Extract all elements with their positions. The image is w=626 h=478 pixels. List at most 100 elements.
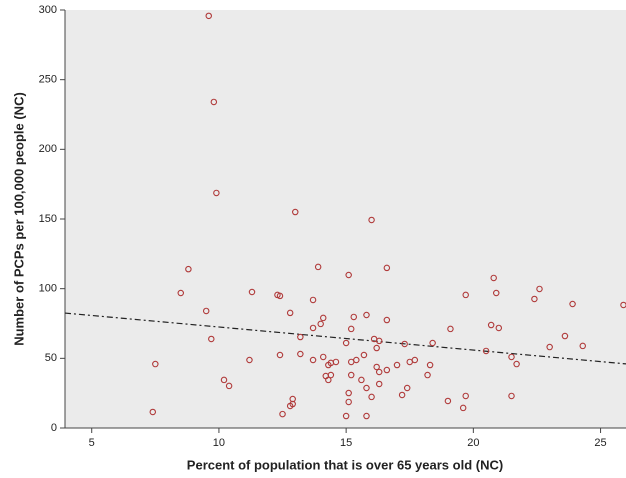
y-tick-label: 200 (39, 143, 57, 155)
x-tick-label: 5 (89, 437, 95, 449)
point (447, 325, 454, 333)
point (309, 296, 317, 304)
point (363, 311, 370, 319)
trend-line (64, 312, 626, 365)
point (319, 353, 327, 361)
point (373, 344, 380, 352)
point (309, 324, 317, 332)
point (375, 337, 383, 345)
y-tick-label: 50 (45, 352, 57, 364)
x-tick-label: 25 (594, 437, 606, 449)
point (297, 350, 304, 358)
point (276, 351, 284, 359)
point (393, 361, 401, 369)
point (325, 376, 332, 384)
point (319, 314, 327, 322)
point (462, 392, 469, 400)
y-tick-label: 250 (39, 74, 57, 86)
point (210, 98, 218, 106)
point (482, 347, 490, 355)
point (342, 339, 350, 347)
point (248, 288, 256, 296)
point (205, 12, 212, 20)
point (208, 335, 215, 343)
y-tick-label: 150 (39, 213, 57, 225)
point (426, 361, 434, 369)
y-tick-label: 300 (39, 4, 57, 16)
point (459, 404, 467, 412)
point (375, 368, 383, 376)
point (513, 360, 520, 368)
point (345, 398, 352, 406)
point (350, 313, 358, 321)
point (202, 307, 210, 315)
point (403, 384, 411, 392)
point (508, 353, 515, 361)
point (286, 402, 294, 410)
point (309, 356, 317, 364)
point (314, 263, 322, 271)
point (286, 309, 294, 317)
point (276, 292, 284, 300)
x-tick-label: 15 (340, 437, 352, 449)
point (429, 339, 436, 347)
point (358, 376, 365, 384)
x-axis-title: Percent of population that is over 65 ye… (187, 457, 503, 472)
point (375, 380, 383, 388)
point (327, 359, 335, 367)
y-axis-title: Number of PCPs per 100,000 people (NC) (11, 92, 26, 346)
point (508, 392, 515, 400)
x-tick-label: 10 (213, 437, 225, 449)
point (546, 343, 553, 351)
point (353, 356, 360, 364)
point (383, 264, 391, 272)
point (411, 356, 419, 364)
point (424, 371, 431, 379)
point (185, 265, 192, 273)
point (347, 371, 355, 379)
point (220, 376, 228, 384)
y-tick-label: 0 (51, 422, 57, 434)
point (152, 360, 159, 368)
point (177, 289, 185, 297)
point (363, 384, 370, 392)
point (225, 382, 233, 390)
point (495, 324, 503, 332)
point (462, 291, 469, 299)
point (401, 340, 408, 348)
point (246, 356, 253, 364)
point (213, 189, 220, 197)
point (149, 408, 157, 416)
point (398, 391, 406, 399)
plot-area (65, 10, 626, 428)
point (342, 412, 350, 420)
point (292, 208, 299, 216)
point (345, 271, 352, 279)
point (620, 301, 626, 309)
point (383, 316, 391, 324)
point (345, 389, 352, 397)
point (347, 325, 355, 333)
point (579, 342, 586, 350)
point (317, 320, 324, 328)
point (373, 363, 380, 371)
y-tick-label: 100 (39, 283, 57, 295)
point (444, 397, 452, 405)
point (327, 371, 335, 379)
point (297, 333, 304, 341)
point (492, 289, 500, 297)
point (383, 366, 391, 374)
point (536, 285, 543, 293)
point (490, 274, 497, 282)
point (531, 295, 538, 303)
point (360, 351, 368, 359)
point (368, 393, 375, 401)
point (487, 321, 495, 329)
point (279, 410, 286, 418)
point (561, 332, 569, 340)
point (569, 300, 576, 308)
point (363, 412, 370, 420)
x-tick-label: 20 (467, 437, 479, 449)
point (368, 216, 375, 224)
